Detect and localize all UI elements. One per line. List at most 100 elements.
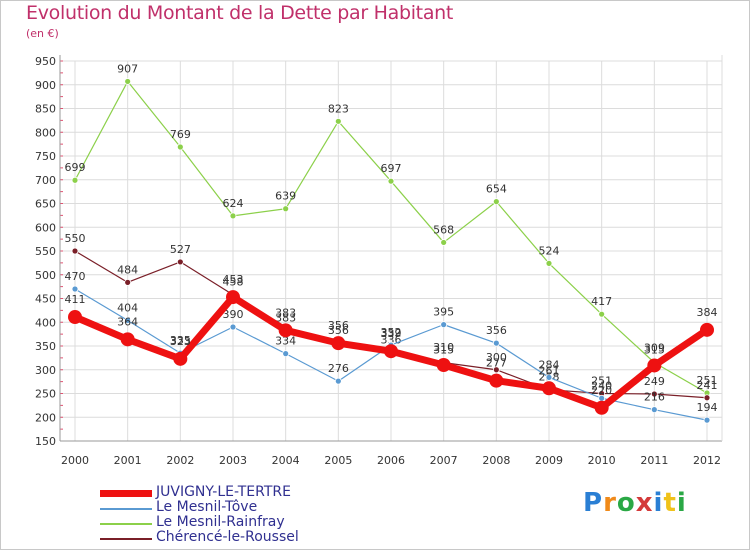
y-tick-label: 400 bbox=[35, 316, 56, 329]
data-label: 823 bbox=[328, 102, 349, 115]
data-label: 356 bbox=[328, 324, 349, 337]
data-label: 240 bbox=[591, 379, 612, 392]
data-label: 323 bbox=[170, 335, 191, 348]
logo-letter: o bbox=[616, 488, 636, 518]
y-tick-label: 850 bbox=[35, 103, 56, 116]
data-label: 249 bbox=[644, 375, 665, 388]
data-label: 470 bbox=[65, 270, 86, 283]
data-label: 309 bbox=[644, 341, 665, 354]
legend-label: JUVIGNY-LE-TERTRE bbox=[156, 484, 291, 500]
data-point bbox=[229, 212, 237, 220]
legend-label: Le Mesnil-Rainfray bbox=[156, 514, 285, 530]
data-label: 276 bbox=[328, 362, 349, 375]
data-label: 411 bbox=[65, 293, 86, 306]
y-tick-label: 800 bbox=[35, 126, 56, 139]
chart-title: Evolution du Montant de la Dette par Hab… bbox=[26, 2, 454, 24]
x-tick-label: 2002 bbox=[166, 454, 194, 467]
data-point bbox=[384, 344, 398, 359]
logo-letter: r bbox=[603, 488, 617, 518]
logo-letter: i bbox=[676, 488, 687, 518]
data-label: 639 bbox=[275, 190, 296, 203]
data-label: 395 bbox=[433, 306, 454, 319]
data-label: 310 bbox=[433, 341, 454, 354]
y-tick-label: 150 bbox=[35, 435, 56, 448]
data-point bbox=[68, 310, 82, 325]
x-tick-label: 2011 bbox=[640, 454, 668, 467]
data-label: 300 bbox=[486, 351, 507, 364]
data-label: 339 bbox=[381, 327, 402, 340]
data-point bbox=[229, 323, 237, 331]
logo-letter: x bbox=[635, 488, 654, 518]
data-label: 261 bbox=[539, 364, 560, 377]
data-label: 277 bbox=[486, 357, 507, 370]
data-label: 284 bbox=[539, 358, 560, 371]
data-label: 315 bbox=[433, 344, 454, 357]
data-label: 699 bbox=[65, 161, 86, 174]
x-tick-label: 2012 bbox=[693, 454, 721, 467]
data-label: 527 bbox=[170, 243, 191, 256]
data-point bbox=[703, 394, 711, 402]
data-point bbox=[647, 358, 662, 373]
data-point bbox=[124, 78, 132, 85]
data-label: 352 bbox=[381, 326, 402, 339]
y-tick-label: 550 bbox=[35, 245, 56, 258]
data-point bbox=[492, 198, 500, 206]
y-tick-label: 750 bbox=[35, 150, 56, 163]
y-tick-label: 600 bbox=[35, 221, 56, 234]
data-label: 453 bbox=[223, 273, 244, 286]
data-point bbox=[542, 381, 556, 396]
data-point bbox=[440, 239, 448, 246]
data-label: 315 bbox=[644, 344, 665, 357]
legend-label: Le Mesnil-Tôve bbox=[156, 499, 258, 515]
data-label: 458 bbox=[223, 276, 244, 289]
proxiti-logo: Proxiti bbox=[583, 488, 687, 518]
x-tick-label: 2007 bbox=[430, 454, 458, 467]
data-point bbox=[71, 176, 79, 184]
data-point bbox=[282, 350, 290, 358]
y-tick-label: 350 bbox=[35, 340, 56, 353]
data-point bbox=[492, 339, 500, 347]
x-tick-label: 2006 bbox=[377, 454, 405, 467]
data-label: 335 bbox=[170, 334, 191, 347]
data-label: 383 bbox=[275, 306, 296, 319]
y-tick-label: 450 bbox=[35, 293, 56, 306]
data-point bbox=[436, 358, 451, 372]
data-label: 417 bbox=[591, 295, 612, 308]
x-tick-label: 2010 bbox=[588, 454, 616, 467]
data-label: 384 bbox=[697, 306, 718, 319]
logo-letter: t bbox=[663, 488, 677, 518]
data-label: 568 bbox=[433, 223, 454, 236]
data-point bbox=[176, 258, 184, 266]
x-tick-label: 2005 bbox=[324, 454, 352, 467]
data-label: 697 bbox=[381, 162, 402, 175]
data-label: 524 bbox=[539, 244, 560, 257]
data-point bbox=[545, 373, 553, 381]
data-point bbox=[387, 177, 395, 185]
data-point bbox=[282, 205, 290, 213]
y-tick-label: 500 bbox=[35, 269, 56, 282]
y-tick-label: 650 bbox=[35, 198, 56, 211]
data-label: 334 bbox=[275, 335, 296, 348]
data-point bbox=[71, 285, 79, 293]
data-point bbox=[173, 351, 188, 366]
data-point bbox=[489, 373, 504, 388]
chart-subtitle: (en €) bbox=[26, 27, 59, 40]
data-label: 907 bbox=[117, 62, 138, 75]
x-tick-label: 2008 bbox=[482, 454, 510, 467]
data-point bbox=[650, 390, 658, 398]
data-point bbox=[226, 290, 240, 305]
data-point bbox=[594, 400, 609, 415]
y-tick-label: 200 bbox=[35, 411, 56, 424]
data-point bbox=[492, 366, 500, 374]
data-point bbox=[334, 377, 342, 385]
data-label: 241 bbox=[697, 379, 718, 392]
data-point bbox=[71, 247, 79, 255]
data-label: 216 bbox=[644, 391, 665, 404]
y-tick-label: 950 bbox=[35, 55, 56, 68]
data-label: 390 bbox=[223, 308, 244, 321]
data-label: 220 bbox=[591, 384, 612, 397]
data-point bbox=[331, 336, 346, 351]
x-tick-label: 2001 bbox=[114, 454, 142, 467]
logo-letter: P bbox=[583, 488, 604, 518]
